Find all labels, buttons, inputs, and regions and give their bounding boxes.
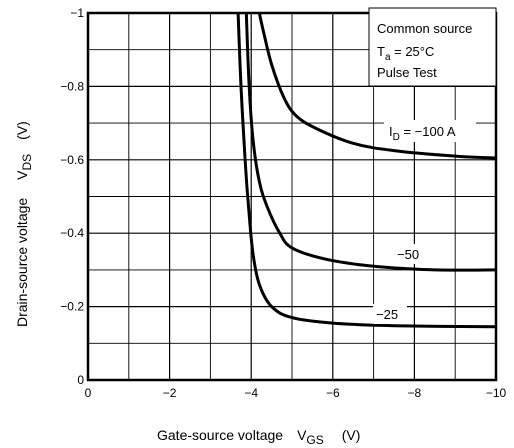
grid [88, 13, 496, 380]
y-tick-label: −0.4 [60, 226, 84, 240]
y-tick-label: −0.8 [60, 79, 84, 93]
condition-line1: Common source [377, 21, 472, 36]
curve-series-0 [257, 12, 497, 160]
tick-labels: 0 −2 −4 −6 −8 −10 0 −0.2 −0.4 −0.6 −0.8 −1 [60, 6, 506, 400]
curve-label-100: ID = −100 A [384, 120, 476, 143]
y-tick-label: 0 [77, 373, 84, 387]
x-tick-label: −8 [408, 386, 422, 400]
plot-frame [86, 11, 498, 382]
conditions-box: Common source Ta = 25°C Pulse Test [368, 7, 497, 87]
condition-line3: Pulse Test [377, 65, 437, 80]
curve-label-25-text: −25 [376, 307, 398, 322]
x-tick-label: −4 [244, 386, 258, 400]
curves [236, 12, 497, 329]
curve-series-1 [244, 12, 497, 272]
curve-series-2 [236, 12, 497, 329]
y-axis-title: Drain-source voltageVDS(V) [14, 121, 34, 327]
curve-label-50: −50 [394, 244, 428, 264]
x-tick-label: −6 [326, 386, 340, 400]
x-tick-label: 0 [85, 386, 92, 400]
y-tick-label: −0.2 [60, 300, 84, 314]
x-tick-label: −2 [163, 386, 177, 400]
x-tick-label: −10 [486, 386, 507, 400]
curve-label-25: −25 [373, 304, 407, 324]
conditions-box-frame [368, 7, 497, 87]
curve-label-100-text: ID = −100 A [389, 124, 456, 143]
condition-line2: Ta = 25°C [377, 44, 434, 63]
x-axis-title: Gate-source voltage VGS (V) [157, 427, 360, 447]
curve-label-50-text: −50 [397, 247, 419, 262]
y-tick-label: −0.6 [60, 153, 84, 167]
y-tick-label: −1 [70, 6, 84, 20]
